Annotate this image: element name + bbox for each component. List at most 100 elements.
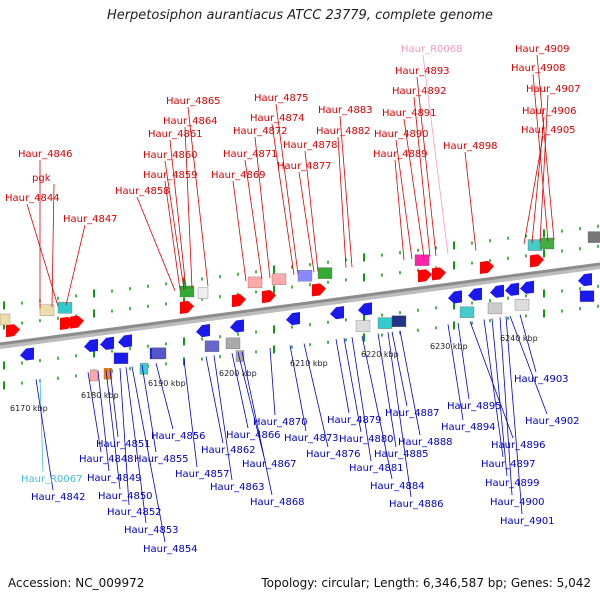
minus-strand-gene-label: Haur_4850	[98, 491, 153, 502]
minus-strand-gene-label: Haur_4866	[226, 430, 281, 441]
label-leader-line	[303, 343, 329, 448]
label-leader-line	[241, 351, 273, 496]
scale-label: 6210 kbp	[290, 359, 328, 368]
minus-strand-gene	[84, 338, 98, 352]
minus-strand-gene-label: Haur_4842	[31, 492, 86, 503]
plus-strand-gene-label: Haur_4882	[316, 126, 371, 137]
minus-strand-gene-box	[459, 306, 475, 318]
minus-strand-gene-box	[225, 337, 241, 350]
label-leader-line	[26, 203, 59, 307]
minus-strand-gene-label: Haur_4894	[441, 422, 496, 433]
minus-strand-gene	[100, 336, 114, 350]
minus-strand-gene-label: Haur_4881	[349, 463, 404, 474]
label-leader-line	[155, 363, 174, 430]
scale-label: 6200 kbp	[219, 369, 257, 378]
minus-strand-gene	[578, 273, 592, 287]
plus-strand-gene-label: Haur_4893	[395, 66, 450, 77]
minus-strand-gene-label: Haur_4862	[201, 445, 256, 456]
plus-strand-gene-box	[179, 285, 195, 298]
plus-strand-gene	[262, 290, 276, 304]
minus-strand-gene	[196, 324, 210, 338]
scale-label: 6180 kbp	[81, 391, 119, 400]
label-leader-line	[391, 331, 408, 407]
plus-strand-gene-label: Haur_4875	[254, 93, 309, 104]
minus-strand-gene-label: Haur_4896	[491, 440, 546, 451]
label-leader-line	[169, 139, 187, 290]
genome-backbone-shadow	[0, 263, 600, 349]
label-leader-line	[237, 352, 265, 458]
label-leader-line	[394, 159, 405, 261]
topology-text: Topology: circular; Length: 6,346,587 bp…	[261, 576, 591, 590]
minus-strand-gene-label: Haur_4857	[175, 469, 230, 480]
plus-strand-gene-box	[539, 237, 555, 250]
label-leader-line	[164, 160, 185, 290]
scale-labels: 6170 kbp 6180 kbp 6190 kbp 6200 kbp 6210 kbp…	[10, 334, 538, 413]
plus-strand-gene-box	[297, 270, 313, 282]
label-leader-line	[271, 123, 295, 275]
plus-strand-gene	[312, 283, 326, 297]
scale-label: 6230 kbp	[430, 342, 468, 351]
plus-strand-gene	[6, 324, 20, 338]
label-leader-line	[97, 370, 110, 472]
plus-strand-gene-label: Haur_4871	[223, 149, 278, 160]
plus-strand-gene	[180, 300, 194, 314]
plus-strand-gene-box	[0, 313, 11, 326]
label-leader-line	[39, 378, 44, 473]
minus-strand-gene-label: Haur_4870	[253, 417, 308, 428]
label-leader-line	[519, 314, 537, 373]
plus-strand-gene-label: Haur_4865	[166, 96, 221, 107]
minus-strand-gene-box	[355, 320, 371, 332]
label-leader-line	[136, 196, 176, 291]
minus-strand-gene-label: Haur_R0067	[21, 474, 83, 485]
minus-strand-gene	[490, 284, 504, 298]
label-leader-line	[119, 367, 130, 506]
minus-strand-gene	[505, 282, 519, 296]
scale-label: 6190 kbp	[148, 379, 186, 388]
label-leader-line	[399, 330, 421, 436]
minus-strand-gene-label: Haur_4885	[374, 449, 429, 460]
label-leader-line	[536, 54, 555, 241]
label-leader-line	[361, 335, 393, 480]
accession-text: Accession: NC_009972	[8, 576, 145, 590]
label-leader-line	[213, 355, 233, 481]
plus-strand-gene	[232, 294, 246, 308]
minus-strand-gene-box	[139, 363, 149, 375]
minus-strand-gene-label: Haur_4876	[306, 449, 361, 460]
plus-strand-gene-label: Haur_4858	[115, 186, 170, 197]
label-leader-line	[231, 352, 249, 429]
plus-strand-gene-box	[271, 273, 287, 285]
plus-strand-gene-label: Haur_4859	[143, 170, 198, 181]
minus-strand-gene-label: Haur_4856	[151, 431, 206, 442]
label-leader-line	[187, 106, 209, 287]
plus-strand-gene-label: Haur_4883	[318, 105, 373, 116]
label-leader-line	[125, 367, 147, 524]
label-leader-line	[483, 319, 504, 458]
label-leader-line	[335, 339, 350, 414]
label-leader-line	[337, 136, 347, 268]
minus-strand-gene-label: Haur_4886	[389, 499, 444, 510]
minus-strand-gene-label: Haur_4899	[485, 478, 540, 489]
label-leader-line	[87, 372, 102, 453]
plus-strand-gene-box	[587, 231, 600, 243]
minus-strand-gene-box	[487, 302, 503, 315]
label-leader-line	[343, 338, 362, 433]
minus-strand-gene-box	[579, 290, 595, 302]
genome-title: Herpetosiphon aurantiacus ATCC 23779, co…	[106, 8, 494, 23]
label-leader-line	[422, 54, 449, 255]
label-leader-line	[164, 180, 181, 291]
minus-strand-gene	[20, 347, 34, 361]
minus-strand-gene	[520, 280, 534, 294]
label-leader-line	[464, 151, 477, 251]
plus-strand-gene	[530, 254, 544, 268]
scale-label: 6240 kbp	[500, 334, 538, 343]
minus-strand-gene-label: Haur_4854	[143, 544, 198, 555]
plus-strand-gene-label: Haur_4861	[148, 129, 203, 140]
plus-strand-gene	[480, 260, 494, 274]
minus-strand-gene-label: Haur_4867	[242, 459, 297, 470]
label-leader-line	[447, 324, 464, 421]
plus-strand-gene-box	[57, 302, 73, 314]
scale-label: 6170 kbp	[10, 404, 48, 413]
plus-strand-gene-label: Haur_4864	[163, 116, 218, 127]
label-leader-line	[413, 96, 431, 257]
plus-strand-gene-box	[414, 254, 430, 266]
